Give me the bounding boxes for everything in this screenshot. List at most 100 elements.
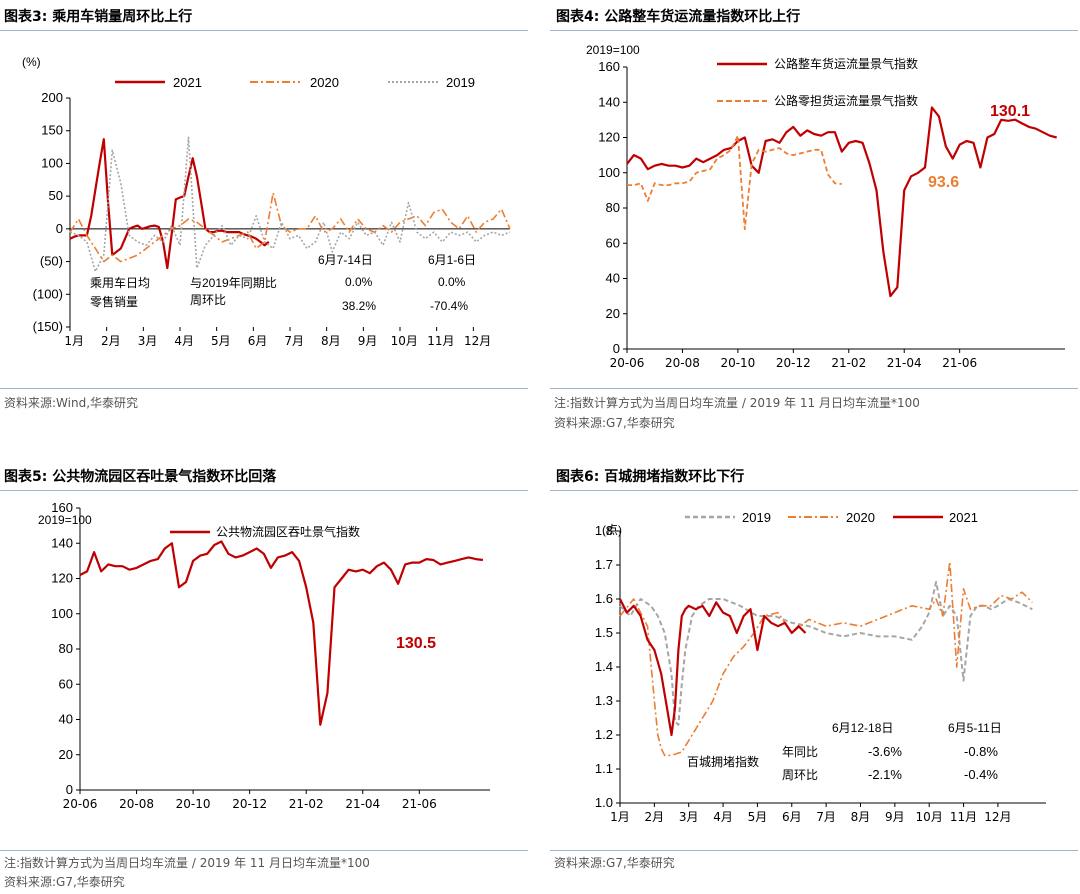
x-tick-label: 5月 [748,810,768,824]
x-tick-label: 7月 [816,810,836,824]
period2-value-a: 0.0% [438,275,466,289]
chart5-lines [79,540,484,726]
period1-wow: -2.1% [868,767,902,782]
chart6-axes: 1.0 1.1 1.2 1.3 1.4 1.5 1.6 1.7 1.8 1月 2月 3月 4月 5月 6月 7… [595,523,1046,824]
series-line-2019 [619,581,1033,726]
chart4-title-rule [550,30,1078,31]
y-tick-label: 40 [59,712,73,727]
series-line-2020 [619,560,1033,757]
x-tick-label: 20-06 [63,797,98,811]
chart6-panel: 图表6: 百城拥堵指数环比下行 (点) 2019 2020 2021 1.0 1.… [550,458,1080,894]
chart6-unit: (点) [602,523,622,537]
y-tick-label: 0 [613,341,620,356]
chart6-title: 图表6: 百城拥堵指数环比下行 [556,469,745,485]
y-tick-label: 120 [598,130,620,145]
x-tick-label: 5月 [211,334,231,348]
x-tick-label: 20-12 [232,797,267,811]
chart4-title: 图表4: 公路整车货运流量指数环比上行 [556,9,801,25]
x-tick-label: 21-02 [831,356,866,370]
y-tick-label: 0 [56,221,63,236]
series-line-ltl [627,134,842,231]
period2-label: 6月1-6日 [428,253,476,267]
metric-label: 百城拥堵指数 [687,754,759,769]
x-tick-label: 12月 [464,334,491,348]
y-tick-label: (100) [33,286,63,301]
y-tick-label: 20 [606,306,620,321]
x-tick-label: 2月 [645,810,665,824]
y-tick-label: 140 [598,94,620,109]
x-tick-label: 21-02 [289,797,324,811]
legend-2021-label: 2021 [949,510,978,525]
y-tick-label: (50) [40,254,63,269]
chart5-unit: 2019=100 [38,513,92,527]
y-tick-label: 160 [598,59,620,74]
chart6-source: 资料来源:G7,华泰研究 [554,856,675,870]
basis-label-line1: 与2019年同期比 [190,276,277,290]
basis-label-line2: 周环比 [190,293,226,307]
series-line-park [79,540,484,726]
x-tick-label: 1月 [610,810,630,824]
chart3-title-rule [0,30,528,31]
chart6-plot: (点) 2019 2020 2021 1.0 1.1 1.2 1.3 1.4 1.5 1.6… [595,510,1046,824]
period2-value-b: -70.4% [430,299,468,313]
x-tick-label: 7月 [284,334,304,348]
series-line-2019 [69,136,511,273]
legend-2020-label: 2020 [310,75,339,90]
x-tick-label: 1月 [64,334,84,348]
chart3-annotation: 乘用车日均 零售销量 与2019年同期比 周环比 6月7-14日 6月1-6日 … [90,253,476,313]
x-tick-label: 21-04 [887,356,922,370]
y-tick-label: 1.8 [595,523,613,538]
y-tick-label: 80 [59,641,73,656]
x-tick-label: 10月 [391,334,418,348]
x-tick-label: 8月 [321,334,341,348]
chart5-title-rule [0,490,528,491]
y-tick-label: 50 [49,188,63,203]
y-tick-label: 1.1 [595,761,613,776]
period2-label: 6月5-11日 [948,721,1002,735]
y-tick-label: 60 [59,676,73,691]
period1-value-a: 0.0% [345,275,373,289]
wow-label: 周环比 [782,768,818,782]
x-tick-label: 20-06 [610,356,645,370]
chart6-title-rule [550,490,1078,491]
legend-2019-label: 2019 [742,510,771,525]
chart3-unit: (%) [22,55,41,69]
y-tick-label: 1.4 [595,659,613,674]
chart5-title: 图表5: 公共物流园区吞吐景气指数环比回落 [4,469,277,485]
chart5-axes: 0 20 40 60 80 100 120 140 160 20-06 20-08 20-10 20-1… [51,500,490,811]
chart3-lines [69,136,511,273]
series-line-truck [626,106,1057,298]
x-tick-label: 21-06 [942,356,977,370]
chart5-bottom-rule [0,850,528,851]
chart6-lines [619,560,1033,757]
chart6-annotation: 6月12-18日 6月5-11日 年同比 周环比 百城拥堵指数 -3.6% -0… [687,721,1002,782]
metric-label-line2: 零售销量 [90,294,138,309]
y-tick-label: 140 [51,535,73,550]
chart4-bottom-rule [550,388,1078,389]
chart4-panel: 图表4: 公路整车货运流量指数环比上行 2019=100 公路整车货运流量景气指… [550,0,1080,440]
metric-label-line1: 乘用车日均 [90,275,150,290]
chart4-axes: 0 20 40 60 80 100 120 140 160 20-06 20-08 20-10 20-1… [598,59,1065,370]
x-tick-label: 12月 [984,810,1011,824]
x-tick-label: 10月 [916,810,943,824]
x-tick-label: 20-08 [119,797,154,811]
period1-yoy: -3.6% [868,744,902,759]
chart4-lines [626,106,1057,298]
chart5-plot: 2019=100 公共物流园区吞吐景气指数 0 20 40 60 80 100 120 140… [38,500,490,811]
y-tick-label: 100 [598,165,620,180]
chart4-source: 资料来源:G7,华泰研究 [554,416,675,430]
legend-truck-label: 公路整车货运流量景气指数 [774,56,918,71]
y-tick-label: 40 [606,271,620,286]
y-tick-label: 60 [606,235,620,250]
chart5-panel: 图表5: 公共物流园区吞吐景气指数环比回落 2019=100 公共物流园区吞吐景… [0,458,530,894]
chart3-source: 资料来源:Wind,华泰研究 [4,396,139,410]
x-tick-label: 3月 [679,810,699,824]
y-tick-label: 160 [51,500,73,515]
x-tick-label: 4月 [174,334,194,348]
x-tick-label: 9月 [358,334,378,348]
truck-callout: 130.1 [990,103,1030,120]
period1-value-b: 38.2% [342,299,376,313]
chart4-legend: 公路整车货运流量景气指数 公路零担货运流量景气指数 [717,56,918,108]
x-tick-label: 3月 [138,334,158,348]
legend-park-label: 公共物流园区吞吐景气指数 [216,524,360,539]
